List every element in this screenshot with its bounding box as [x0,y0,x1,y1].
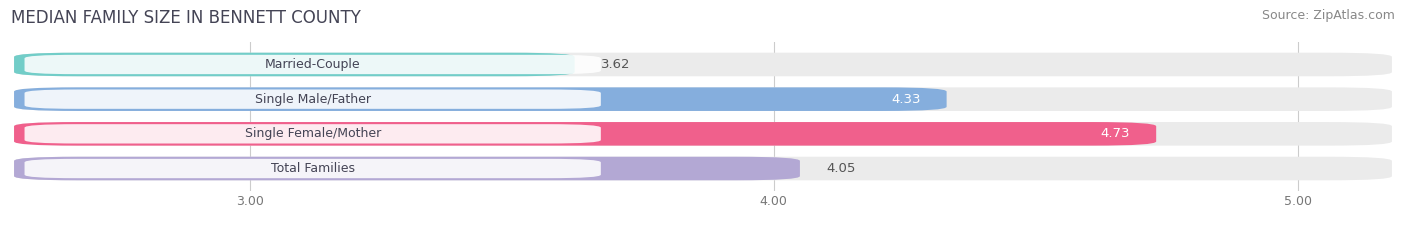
FancyBboxPatch shape [14,87,1392,111]
Text: Married-Couple: Married-Couple [264,58,360,71]
Text: Total Families: Total Families [271,162,354,175]
Text: 4.33: 4.33 [891,93,921,106]
FancyBboxPatch shape [24,124,600,144]
Text: 3.62: 3.62 [600,58,630,71]
FancyBboxPatch shape [14,53,1392,76]
FancyBboxPatch shape [24,55,600,74]
Text: Source: ZipAtlas.com: Source: ZipAtlas.com [1261,9,1395,22]
FancyBboxPatch shape [24,159,600,178]
FancyBboxPatch shape [14,122,1156,146]
FancyBboxPatch shape [14,87,946,111]
Text: MEDIAN FAMILY SIZE IN BENNETT COUNTY: MEDIAN FAMILY SIZE IN BENNETT COUNTY [11,9,361,27]
FancyBboxPatch shape [14,157,800,180]
FancyBboxPatch shape [14,157,1392,180]
Text: Single Female/Mother: Single Female/Mother [245,127,381,140]
Text: 4.05: 4.05 [827,162,855,175]
Text: 4.73: 4.73 [1101,127,1130,140]
FancyBboxPatch shape [24,89,600,109]
FancyBboxPatch shape [14,122,1392,146]
FancyBboxPatch shape [14,53,575,76]
Text: Single Male/Father: Single Male/Father [254,93,371,106]
